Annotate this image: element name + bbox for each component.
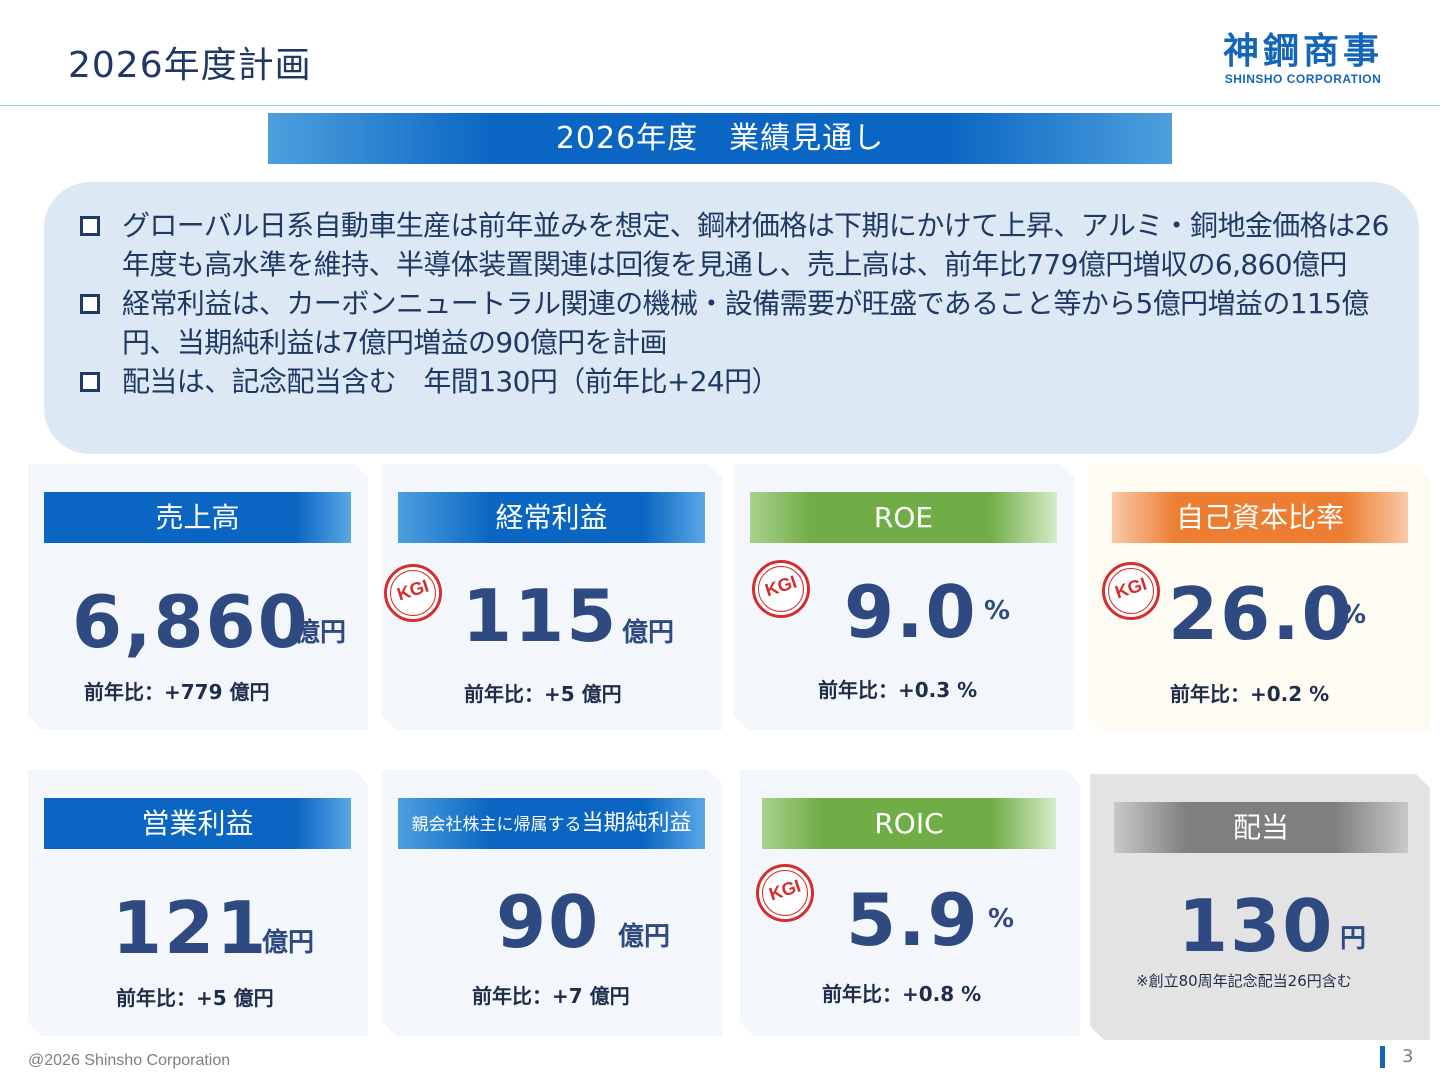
logo-subtitle: SHINSHO CORPORATION [1224,72,1382,86]
card-header: 営業利益 [44,798,351,849]
card-unit: % [988,904,1015,934]
card-value: 90 [496,880,601,964]
card-unit: 億円 [622,618,675,648]
card-header-main: 当期純利益 [581,811,692,836]
card-unit: 億円 [262,928,315,958]
card-yoy: 前年比：+5 億円 [116,986,274,1010]
card-value: 26.0 [1168,572,1354,656]
card-header: ROE [750,492,1057,543]
card-value: 9.0 [844,570,978,654]
card-value: 115 [462,574,619,658]
square-bullet-icon [80,372,100,392]
page-marker [1380,1046,1385,1068]
card-roe: ROE KGI 9.0 % 前年比：+0.3 % [734,464,1074,730]
page-title: 2026年度計画 [68,45,312,86]
card-header-prefix: 親会社株主に帰属する [411,815,582,835]
card-value: 6,860 [72,580,310,664]
summary-text: 配当は、記念配当含む 年間130円（前年比+24円） [122,365,780,398]
square-bullet-icon [80,216,100,236]
kgi-stamp-icon: KGI [384,564,442,622]
card-unit: 億円 [618,922,671,952]
card-dividend: 配当 130 円 ※創立80周年記念配当26円含む [1090,774,1430,1040]
card-operating-profit: 営業利益 121 億円 前年比：+5 億円 [28,770,368,1036]
card-header: 親会社株主に帰属する当期純利益 [398,798,705,849]
card-unit: 億円 [294,618,347,648]
summary-item: グローバル日系自動車生産は前年並みを想定、鋼材価格は下期にかけて上昇、アルミ・銅… [80,206,1399,284]
card-header: 経常利益 [398,492,705,543]
card-header: 売上高 [44,492,351,543]
card-yoy: 前年比：+0.2 % [1170,682,1330,706]
copyright: @2026 Shinsho Corporation [28,1052,231,1069]
card-unit: % [1340,600,1367,630]
summary-text: 経常利益は、カーボンニュートラル関連の機械・設備需要が旺盛であること等から5億円… [122,287,1369,359]
company-logo: 神鋼商事 SHINSHO CORPORATION [1208,31,1398,87]
card-value: 130 [1178,884,1335,968]
page-number: 3 [1402,1046,1414,1067]
card-ordinary-profit: 経常利益 KGI 115 億円 前年比：+5 億円 [382,464,722,730]
card-value: 5.9 [846,878,980,962]
card-roic: ROIC KGI 5.9 % 前年比：+0.8 % [740,770,1080,1036]
kgi-stamp-icon: KGI [1102,562,1160,620]
kgi-stamp-icon: KGI [756,864,814,922]
card-yoy: 前年比：+5 億円 [464,682,622,706]
card-equity-ratio: 自己資本比率 KGI 26.0 % 前年比：+0.2 % [1088,464,1430,730]
card-value: 121 [112,886,269,970]
card-unit: % [984,596,1011,626]
card-sales: 売上高 6,860 億円 前年比：+779 億円 [28,464,368,730]
square-bullet-icon [80,294,100,314]
card-header: ROIC [762,798,1056,849]
summary-text: グローバル日系自動車生産は前年並みを想定、鋼材価格は下期にかけて上昇、アルミ・銅… [122,209,1389,281]
card-yoy: 前年比：+0.8 % [822,982,982,1006]
card-yoy: 前年比：+7 億円 [472,984,630,1008]
summary-item: 経常利益は、カーボンニュートラル関連の機械・設備需要が旺盛であること等から5億円… [80,284,1399,362]
card-yoy: 前年比：+779 億円 [84,680,270,704]
summary-box: グローバル日系自動車生産は前年並みを想定、鋼材価格は下期にかけて上昇、アルミ・銅… [44,182,1419,454]
card-net-income: 親会社株主に帰属する当期純利益 90 億円 前年比：+7 億円 [382,770,722,1036]
card-yoy: 前年比：+0.3 % [818,678,978,702]
section-banner: 2026年度 業績見通し [268,113,1172,164]
card-header: 配当 [1114,802,1408,853]
header-divider [0,105,1440,106]
summary-item: 配当は、記念配当含む 年間130円（前年比+24円） [80,362,1399,401]
card-unit: 円 [1340,924,1367,954]
card-note: ※創立80周年記念配当26円含む [1136,972,1352,990]
kgi-stamp-icon: KGI [752,560,810,618]
logo-mark: 神鋼商事 [1222,31,1383,72]
card-header: 自己資本比率 [1112,492,1408,543]
